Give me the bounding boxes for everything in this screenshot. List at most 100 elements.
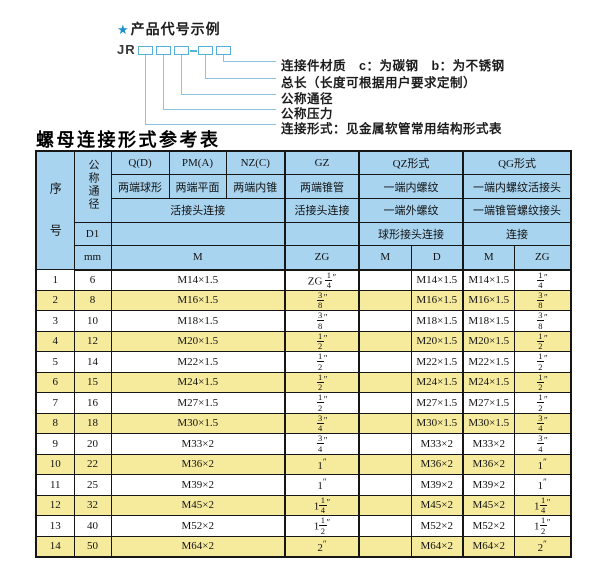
cell-qz-m bbox=[358, 515, 412, 537]
cell-qg-zg: 3 8 ″ bbox=[513, 310, 572, 332]
table-row: 2 8 M16×1.5 3 8 ″ M16×1.5 M16×1.5 3 8 ″ bbox=[35, 289, 572, 311]
table-row: 12 32 M45×2 1 1 4 ″ M45×2 M45×2 1 1 4 ″ bbox=[35, 494, 572, 516]
cell-gz-zg: 3 4 ″ bbox=[284, 433, 360, 455]
cell-qg-zg: 1 1 4 ″ bbox=[513, 494, 572, 516]
diagram-heading: ★ 产品代号示例 bbox=[117, 19, 221, 39]
cell-m-thread: M33×2 bbox=[110, 433, 286, 455]
cell-qg-m: M33×2 bbox=[462, 433, 515, 455]
header-blank-left bbox=[110, 221, 286, 247]
cell-gz-zg: 2″ bbox=[284, 535, 360, 557]
cell-dn-mm: 15 bbox=[73, 371, 112, 393]
cell-qz-d: M36×2 bbox=[410, 453, 464, 475]
cell-qz-m bbox=[358, 412, 412, 434]
cell-qz-m bbox=[358, 269, 412, 291]
header-conn-qz: 一端外螺纹 bbox=[357, 197, 464, 223]
cell-gz-zg: 1 2 ″ bbox=[284, 351, 360, 373]
connector-line-4 bbox=[163, 55, 276, 110]
cell-dn-mm: 12 bbox=[73, 330, 112, 352]
cell-qg-m: M22×1.5 bbox=[462, 351, 515, 373]
header-unit-zg: ZG bbox=[284, 245, 360, 271]
header-conn2-qg: 连接 bbox=[462, 221, 572, 247]
cell-seq: 13 bbox=[35, 515, 75, 537]
cell-seq: 14 bbox=[35, 535, 75, 557]
header-d1: D1 bbox=[73, 221, 112, 247]
code-box-2 bbox=[156, 46, 171, 55]
header-group-nzc: NZ(C) bbox=[225, 150, 286, 176]
cell-m-thread: M45×2 bbox=[110, 494, 286, 516]
cell-qz-d: M64×2 bbox=[410, 535, 464, 557]
cell-qg-m: M18×1.5 bbox=[462, 310, 515, 332]
cell-gz-zg: 1 1 4 ″ bbox=[284, 494, 360, 516]
table-row: 14 50 M64×2 2″ M64×2 M64×2 2″ bbox=[35, 535, 572, 557]
cell-qz-d: M33×2 bbox=[410, 433, 464, 455]
cell-seq: 8 bbox=[35, 412, 75, 434]
cell-gz-zg: 1 1 2 ″ bbox=[284, 515, 360, 537]
cell-qz-d: M22×1.5 bbox=[410, 351, 464, 373]
cell-dn-mm: 20 bbox=[73, 433, 112, 455]
header-blank-gz bbox=[284, 221, 360, 247]
cell-qz-d: M27×1.5 bbox=[410, 392, 464, 414]
cell-qg-m: M30×1.5 bbox=[462, 412, 515, 434]
diagram-label-material: 连接件材质 c：为碳钢 b：为不锈钢 bbox=[281, 59, 505, 73]
table-header: 序号 公称通径 Q(D) PM(A) NZ(C) GZ QZ形式 QG形式 两端… bbox=[35, 150, 572, 271]
cell-seq: 5 bbox=[35, 351, 75, 373]
table-row: 3 10 M18×1.5 3 8 ″ M18×1.5 M18×1.5 3 8 ″ bbox=[35, 310, 572, 332]
header-mm: mm bbox=[73, 245, 112, 271]
cell-qz-m bbox=[358, 392, 412, 414]
cell-m-thread: M16×1.5 bbox=[110, 289, 286, 311]
cell-seq: 6 bbox=[35, 371, 75, 393]
cell-qg-zg: 3 4 ″ bbox=[513, 433, 572, 455]
header-conn2-qz: 球形接头连接 bbox=[357, 221, 464, 247]
cell-gz-zg: 1 2 ″ bbox=[284, 371, 360, 393]
cell-m-thread: M18×1.5 bbox=[110, 310, 286, 332]
cell-seq: 1 bbox=[35, 269, 75, 291]
connector-line-3 bbox=[181, 55, 276, 95]
cell-qz-m bbox=[358, 310, 412, 332]
cell-m-thread: M20×1.5 bbox=[110, 330, 286, 352]
table-row: 11 25 M39×2 1″ M39×2 M39×2 1″ bbox=[35, 474, 572, 496]
header-group-gz: GZ bbox=[284, 150, 360, 176]
code-box-3 bbox=[174, 46, 189, 55]
header-conn-gz: 活接头连接 bbox=[284, 197, 360, 223]
header-group-qz: QZ形式 bbox=[357, 150, 464, 176]
cell-qg-m: M14×1.5 bbox=[462, 269, 515, 291]
cell-qg-m: M64×2 bbox=[462, 535, 515, 557]
cell-qz-m bbox=[358, 453, 412, 475]
header-group-qd: Q(D) bbox=[110, 150, 170, 176]
cell-qg-zg: 1 2 ″ bbox=[513, 351, 572, 373]
nut-connection-table: 序号 公称通径 Q(D) PM(A) NZ(C) GZ QZ形式 QG形式 两端… bbox=[35, 150, 573, 558]
cell-dn-mm: 8 bbox=[73, 289, 112, 311]
header-endtype-nzc: 两端内锥 bbox=[225, 174, 286, 199]
table-row: 1 6 M14×1.5 ZG 1 4 ″ M14×1.5 M14×1.5 1 4 ″ bbox=[35, 269, 572, 291]
table-row: 5 14 M22×1.5 1 2 ″ M22×1.5 M22×1.5 1 2 ″ bbox=[35, 351, 572, 373]
cell-qg-zg: 2″ bbox=[513, 535, 572, 557]
cell-seq: 9 bbox=[35, 433, 75, 455]
cell-m-thread: M24×1.5 bbox=[110, 371, 286, 393]
header-unit-qz-d: D bbox=[410, 245, 464, 271]
cell-dn-mm: 16 bbox=[73, 392, 112, 414]
table-row: 7 16 M27×1.5 1 2 ″ M27×1.5 M27×1.5 1 2 ″ bbox=[35, 392, 572, 414]
diagram-label-pressure: 公称压力 bbox=[281, 107, 334, 121]
cell-qg-zg: 1″ bbox=[513, 474, 572, 496]
header-endtype-qz: 一端内螺纹 bbox=[357, 174, 464, 199]
cell-dn-mm: 18 bbox=[73, 412, 112, 434]
product-code-prefix: JR bbox=[117, 42, 136, 57]
cell-seq: 3 bbox=[35, 310, 75, 332]
diagram-label-connection: 连接形式：见金属软管常用结构形式表 bbox=[281, 122, 503, 136]
cell-qz-d: M20×1.5 bbox=[410, 330, 464, 352]
cell-qz-d: M39×2 bbox=[410, 474, 464, 496]
table-row: 8 18 M30×1.5 3 4 ″ M30×1.5 M30×1.5 3 4 ″ bbox=[35, 412, 572, 434]
cell-dn-mm: 10 bbox=[73, 310, 112, 332]
cell-seq: 2 bbox=[35, 289, 75, 311]
header-unit-m: M bbox=[110, 245, 286, 271]
header-unit-qg-m: M bbox=[462, 245, 515, 271]
cell-qg-zg: 1 2 ″ bbox=[513, 392, 572, 414]
cell-m-thread: M64×2 bbox=[110, 535, 286, 557]
table-row: 6 15 M24×1.5 1 2 ″ M24×1.5 M24×1.5 1 2 ″ bbox=[35, 371, 572, 393]
diagram-heading-text: 产品代号示例 bbox=[130, 21, 221, 37]
cell-m-thread: M39×2 bbox=[110, 474, 286, 496]
cell-dn-mm: 25 bbox=[73, 474, 112, 496]
cell-qg-zg: 1 4 ″ bbox=[513, 269, 572, 291]
cell-qg-zg: 1″ bbox=[513, 453, 572, 475]
cell-qz-d: M30×1.5 bbox=[410, 412, 464, 434]
